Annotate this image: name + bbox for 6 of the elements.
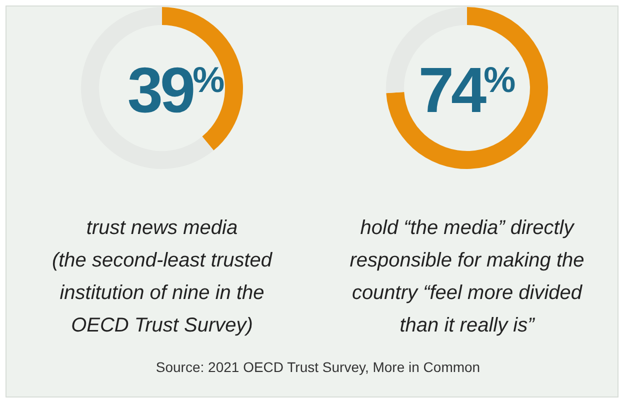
source-note: Source: 2021 OECD Trust Survey, More in Common [156,359,480,375]
data-label: 74% [418,54,516,126]
text: trust news media (the second-least trusted institution of nine in the OECD Trust Survey) [52,217,273,336]
text: hold “the media” directly responsible for making the country “feel more divided than it really is” [350,217,584,336]
donut-slice [386,7,548,169]
data-label: 39% [127,54,225,126]
